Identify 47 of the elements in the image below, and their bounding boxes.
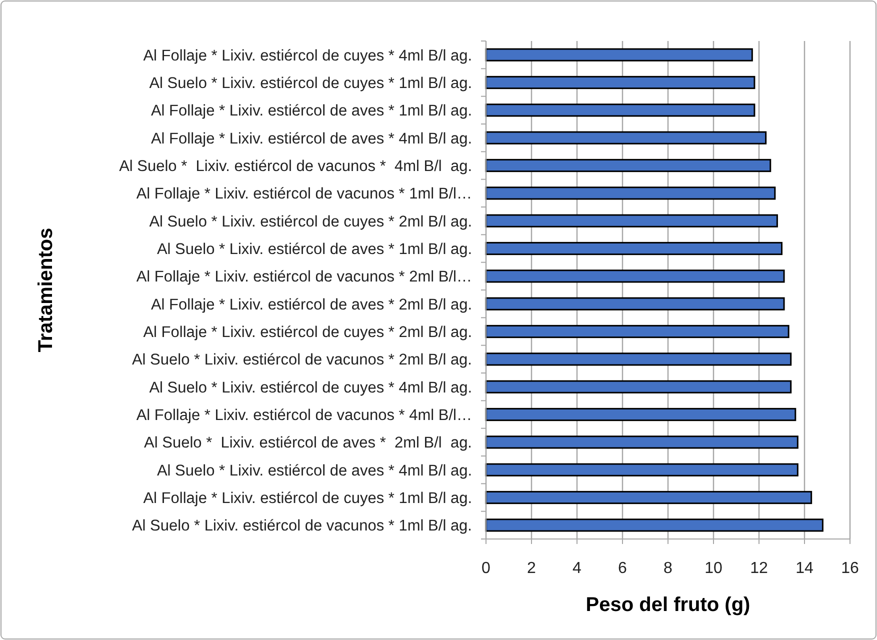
y-axis-title: Tratamientos bbox=[35, 228, 57, 352]
y-tick-label: Al Suelo * Lixiv. estiércol de cuyes * 2ml B/l ag. bbox=[149, 213, 472, 230]
y-tick-label: Al Suelo * Lixiv. estiércol de vacunos * 4ml B/l ag. bbox=[119, 158, 472, 175]
x-tick-label: 12 bbox=[750, 560, 768, 577]
bar bbox=[485, 76, 756, 90]
bar bbox=[485, 214, 778, 228]
x-axis-title: Peso del fruto (g) bbox=[586, 594, 750, 616]
bar bbox=[485, 131, 767, 144]
bar bbox=[485, 48, 753, 62]
y-tick-label: Al Follaje * Lixiv. estiércol de vacunos * 1ml B/l… bbox=[136, 186, 472, 203]
x-tick-label: 4 bbox=[572, 560, 582, 577]
bar bbox=[485, 297, 785, 310]
bar bbox=[485, 158, 772, 172]
y-tick-label: Al Suelo * Lixiv. estiércol de vacunos * 2ml B/l ag. bbox=[132, 352, 472, 369]
bar bbox=[485, 408, 796, 422]
bar bbox=[485, 352, 792, 366]
x-tick-label: 0 bbox=[482, 560, 491, 577]
x-tick-label: 16 bbox=[841, 560, 859, 577]
y-tick-label: Al Suelo * Lixiv. estiércol de aves * 2ml B/l ag. bbox=[144, 434, 472, 452]
x-tick-label: 2 bbox=[527, 560, 536, 577]
y-tick-label: Al Follaje * Lixiv. estiércol de aves * 2ml B/l ag. bbox=[150, 296, 472, 314]
y-tick-label: Al Follaje * Lixiv. estiércol de vacunos * 2ml B/l… bbox=[136, 268, 472, 286]
bar bbox=[485, 380, 792, 394]
bar bbox=[485, 463, 798, 476]
y-tick-label: Al Suelo * Lixiv. estiércol de vacunos * 1ml B/l ag. bbox=[132, 518, 472, 535]
y-tick-label: Al Follaje * Lixiv. estiércol de vacunos * 4ml B/l… bbox=[136, 406, 472, 424]
y-tick-label: Al Suelo * Lixiv. estiércol de cuyes * 1ml B/l ag. bbox=[149, 74, 472, 92]
bar bbox=[485, 270, 785, 283]
y-tick-label: Al Follaje * Lixiv. estiércol de cuyes * 4ml B/l ag. bbox=[143, 47, 472, 64]
x-tick-label: 6 bbox=[618, 560, 628, 577]
y-tick-label: Al Follaje * Lixiv. estiércol de aves * 4ml B/l ag. bbox=[150, 130, 472, 148]
x-tick-label: 14 bbox=[796, 560, 814, 577]
bar bbox=[485, 104, 756, 117]
bar bbox=[485, 186, 776, 200]
y-tick-label: Al Follaje * Lixiv. estiércol de aves * 1ml B/l ag. bbox=[150, 102, 472, 120]
x-tick-label: 10 bbox=[704, 560, 722, 577]
y-tick-label: Al Suelo * Lixiv. estiércol de aves * 1ml B/l ag. bbox=[156, 240, 472, 258]
bar bbox=[485, 518, 824, 532]
y-tick-label: Al Suelo * Lixiv. estiércol de cuyes * 4ml B/l ag. bbox=[149, 379, 472, 396]
y-tick-label: Al Suelo * Lixiv. estiércol de aves * 4ml B/l ag. bbox=[156, 462, 472, 480]
x-tick-label: 8 bbox=[664, 560, 673, 577]
bar bbox=[485, 242, 782, 256]
y-tick-label: Al Follaje * Lixiv. estiércol de cuyes * 1ml B/l ag. bbox=[143, 490, 472, 507]
y-tick-label: Al Follaje * Lixiv. estiércol de cuyes * 2ml B/l ag. bbox=[143, 324, 472, 341]
bar bbox=[485, 324, 790, 338]
bar bbox=[485, 490, 812, 504]
bar bbox=[485, 436, 798, 449]
